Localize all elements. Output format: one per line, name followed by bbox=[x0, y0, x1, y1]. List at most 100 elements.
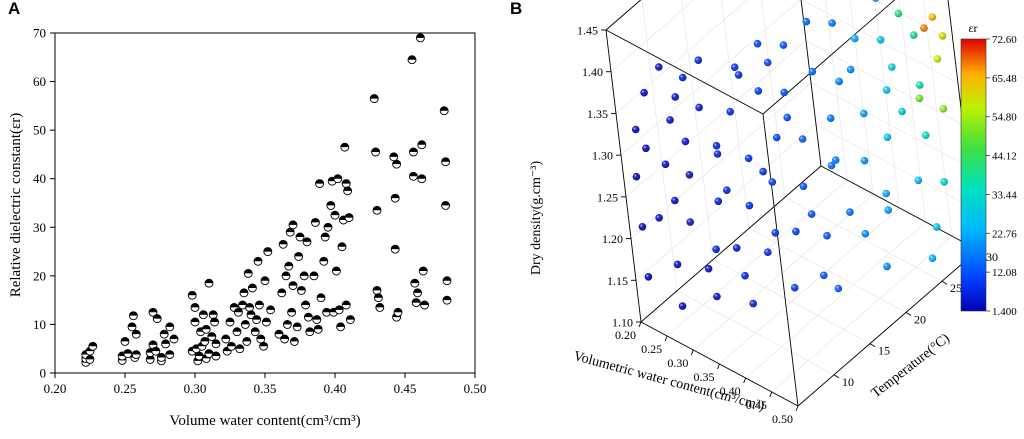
chart-b-point bbox=[732, 244, 741, 252]
chart-b-point bbox=[827, 161, 836, 170]
chart-b-point-sphere bbox=[807, 210, 816, 218]
chart-b-point-shade bbox=[915, 94, 924, 103]
chart-b-edge bbox=[605, 29, 642, 323]
chart-b-gridline bbox=[825, 0, 848, 181]
chart-b-point-shade bbox=[753, 39, 762, 48]
chart-a-point bbox=[407, 55, 417, 65]
chart-b-gridline bbox=[800, 0, 822, 167]
colorbar-tick-label: 22.76 bbox=[992, 228, 1017, 240]
chart-b-gridline bbox=[923, 0, 953, 237]
scatter-chart-a: 0.20 0.25 0.30 0.35 0.40 0.45 0.50 0 10 20 30 40 50 6… bbox=[8, 26, 487, 430]
chart-b-gridline bbox=[797, 249, 979, 407]
chart-b-point bbox=[632, 172, 641, 181]
chart-a-point-fill bbox=[373, 206, 381, 211]
chart-b-point-shade bbox=[872, 0, 879, 2]
chart-a-point bbox=[295, 232, 305, 242]
chart-b-point-shade bbox=[939, 105, 948, 113]
chart-b-point bbox=[713, 292, 721, 301]
chart-a-point bbox=[208, 310, 218, 320]
chart-b-point-shade bbox=[888, 63, 896, 71]
chart-a-point-fill bbox=[305, 327, 314, 332]
chart-b-xtick bbox=[664, 335, 668, 342]
chart-a-point bbox=[282, 319, 292, 329]
chart-a-point bbox=[320, 232, 330, 242]
chart-b-point-shade bbox=[921, 131, 930, 139]
chart-a-point bbox=[439, 106, 449, 116]
chart-b-point-shade bbox=[632, 172, 641, 181]
chart-b-point bbox=[876, 36, 885, 44]
chart-b-ztick-label: 1.15 bbox=[607, 274, 628, 288]
chart-a-ytick-label: 10 bbox=[33, 317, 46, 332]
chart-a-point-fill bbox=[409, 148, 418, 152]
chart-b-point bbox=[939, 105, 948, 113]
chart-b-point-sphere bbox=[632, 172, 641, 181]
chart-a-xtick-label: 0.40 bbox=[324, 381, 347, 396]
chart-b-gridline bbox=[630, 82, 812, 239]
chart-a-point bbox=[235, 344, 245, 354]
chart-b-edge bbox=[800, 0, 822, 167]
chart-b-point-sphere bbox=[846, 65, 855, 74]
chart-a-point bbox=[211, 339, 221, 349]
chart-a-point bbox=[152, 314, 162, 324]
chart-b-point-sphere bbox=[820, 271, 828, 280]
chart-a-point bbox=[198, 310, 208, 320]
chart-a-point bbox=[287, 307, 297, 317]
colorbar-tick-label: 72.60 bbox=[992, 34, 1017, 46]
chart-a-point bbox=[296, 285, 306, 295]
chart-b-point-sphere bbox=[808, 67, 817, 76]
chart-b-point-sphere bbox=[671, 93, 679, 101]
chart-a-point bbox=[256, 334, 266, 344]
chart-a-point bbox=[390, 193, 400, 203]
chart-b-point-shade bbox=[780, 88, 788, 97]
chart-a-point-fill bbox=[226, 318, 234, 322]
chart-b-ytick bbox=[977, 249, 984, 254]
chart-a-point-fill bbox=[324, 223, 332, 228]
chart-b-point bbox=[655, 214, 663, 222]
chart-a-point-fill bbox=[263, 247, 272, 252]
chart-a-point bbox=[207, 332, 217, 342]
chart-a-point bbox=[371, 147, 381, 157]
chart-b-point-shade bbox=[678, 73, 687, 82]
chart-a-point-fill bbox=[301, 301, 310, 305]
chart-a-point-fill bbox=[333, 174, 342, 179]
chart-b-point-shade bbox=[741, 271, 749, 280]
chart-a-point bbox=[245, 302, 255, 312]
chart-b-point-sphere bbox=[928, 13, 937, 21]
chart-b-ztick-label: 1.20 bbox=[602, 232, 623, 246]
chart-b-point bbox=[808, 67, 817, 76]
chart-a-point-fill bbox=[417, 140, 426, 145]
panel-label-a: A bbox=[8, 0, 21, 18]
chart-a-xtick-label: 0.50 bbox=[464, 381, 487, 396]
chart-a-point-fill bbox=[373, 286, 381, 291]
chart-b-point bbox=[661, 160, 670, 169]
chart-b-point-sphere bbox=[644, 273, 653, 281]
chart-b-point-sphere bbox=[666, 116, 674, 124]
chart-b-point-shade bbox=[712, 141, 721, 150]
chart-b-ztick-label: 1.25 bbox=[597, 190, 618, 204]
chart-a-point bbox=[190, 317, 200, 327]
chart-a-point-fill bbox=[157, 353, 166, 358]
chart-a-point-fill bbox=[262, 318, 271, 322]
chart-b-point bbox=[928, 13, 937, 21]
chart-a-point bbox=[441, 200, 451, 210]
chart-a-point-fill bbox=[191, 303, 199, 308]
chart-a-point bbox=[159, 329, 169, 339]
chart-a-point bbox=[123, 349, 133, 359]
chart-a-point bbox=[341, 300, 351, 310]
chart-b-point-sphere bbox=[921, 131, 930, 139]
chart-a-point bbox=[315, 179, 325, 189]
chart-b-point-shade bbox=[807, 210, 816, 218]
chart-a-point-fill bbox=[440, 106, 449, 111]
chart-b-point-sphere bbox=[678, 73, 687, 82]
chart-b-point bbox=[712, 141, 721, 150]
chart-a-point-fill bbox=[242, 337, 251, 342]
chart-a-point-fill bbox=[132, 350, 141, 355]
chart-b-point bbox=[933, 55, 942, 63]
chart-a-point-fill bbox=[191, 318, 199, 322]
chart-a-point bbox=[390, 244, 400, 254]
chart-b-xtick-label: 0.50 bbox=[772, 412, 793, 426]
chart-b-gridline bbox=[820, 165, 979, 251]
chart-a-point-fill bbox=[151, 347, 160, 352]
chart-b-xlabel: Volumetric water content(cm³/cm³) bbox=[572, 349, 767, 415]
chart-b-point-sphere bbox=[695, 103, 703, 112]
